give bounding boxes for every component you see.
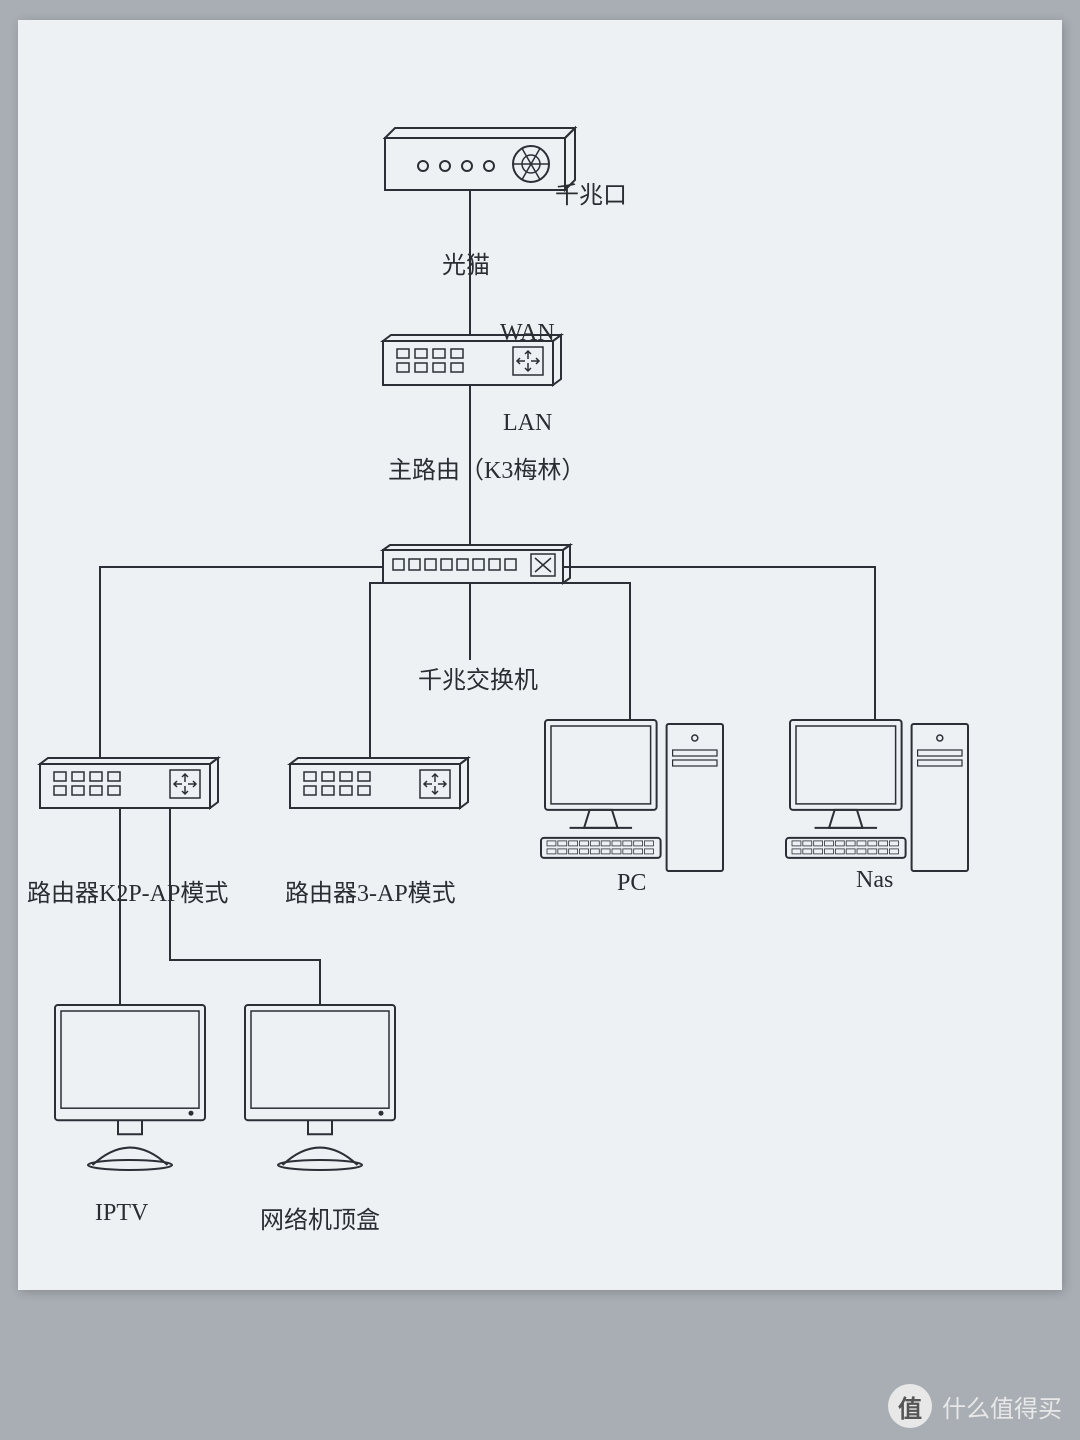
label-pc: PC — [617, 870, 646, 897]
label-stb: 网络机顶盒 — [260, 1200, 380, 1235]
watermark: 值 什么值得买 — [888, 1384, 1062, 1428]
label-lan: LAN — [503, 410, 552, 437]
label-router-k2p: 路由器K2P-AP模式 — [27, 873, 228, 908]
network-diagram — [0, 0, 1080, 1440]
label-modem: 光猫 — [442, 245, 490, 280]
label-router3: 路由器3-AP模式 — [285, 873, 456, 908]
label-gigabit-port: 千兆口 — [555, 175, 627, 210]
watermark-badge-icon: 值 — [888, 1384, 932, 1428]
label-iptv: IPTV — [95, 1200, 148, 1227]
label-main-router: 主路由（K3梅林） — [388, 450, 585, 485]
label-nas: Nas — [856, 867, 893, 894]
label-switch: 千兆交换机 — [418, 660, 538, 695]
label-wan: WAN — [500, 320, 555, 347]
watermark-text: 什么值得买 — [942, 1389, 1062, 1424]
